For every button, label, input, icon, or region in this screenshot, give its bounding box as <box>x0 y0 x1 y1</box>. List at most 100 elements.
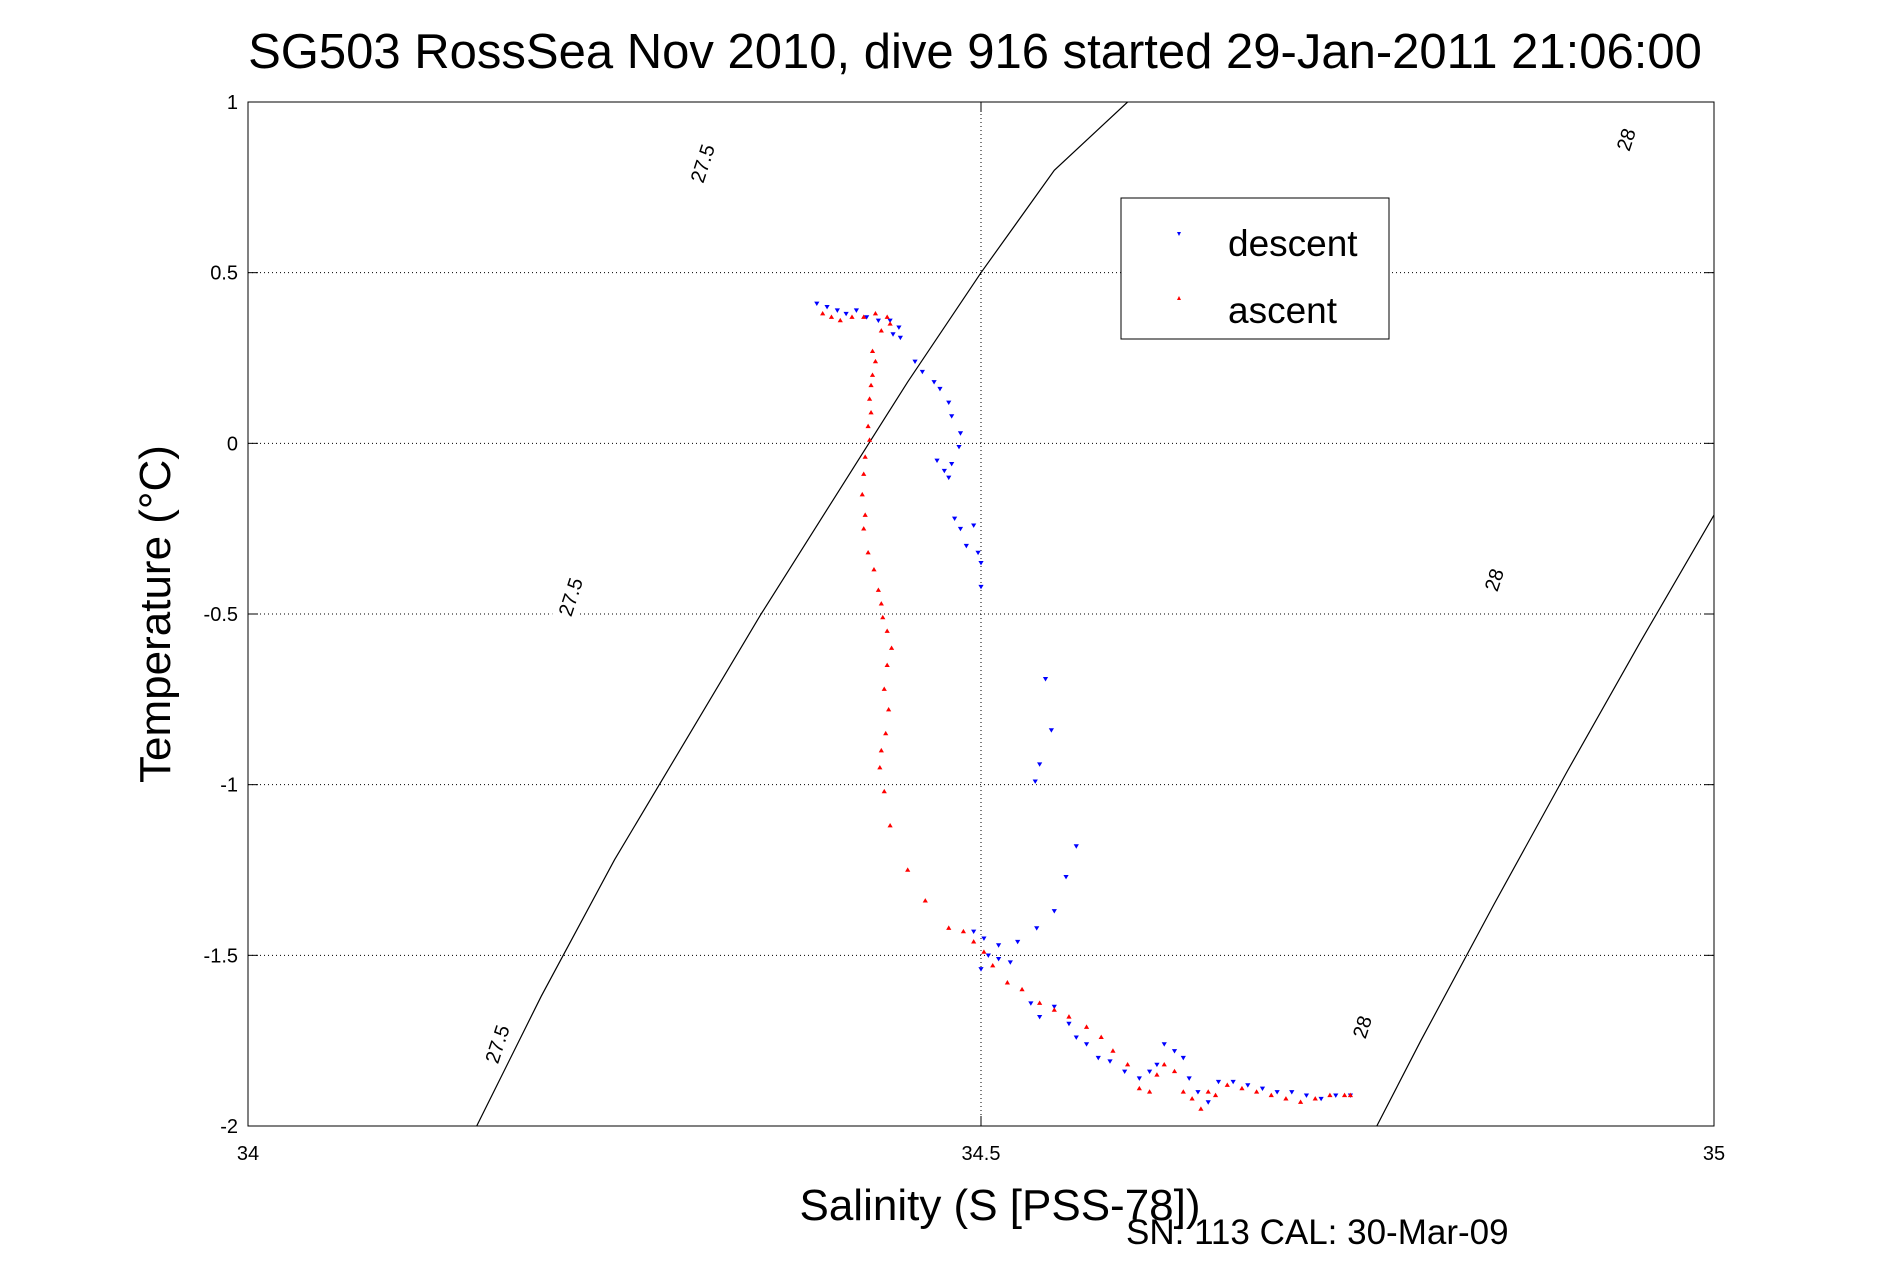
descent-point <box>981 936 987 941</box>
descent-point <box>1136 1076 1142 1081</box>
density-contour-28 <box>1376 513 1714 1126</box>
ascent-point <box>1254 1089 1260 1094</box>
ascent-point <box>1341 1092 1348 1098</box>
descent-point <box>941 468 947 474</box>
ascent-point <box>861 526 867 531</box>
ascent-point <box>862 454 868 459</box>
ascent-point <box>861 314 867 319</box>
ascent-point <box>1098 1034 1104 1040</box>
ascent-point <box>1189 1096 1195 1101</box>
ascent-point <box>828 314 835 319</box>
contour-label-background <box>1607 113 1645 167</box>
contour-label-background <box>1343 1000 1381 1054</box>
ascent-point <box>1146 1089 1153 1094</box>
descent-point <box>975 550 981 556</box>
ascent-point <box>981 949 987 954</box>
ascent-point <box>871 567 877 572</box>
ascent-point <box>1019 986 1025 992</box>
y-tick-label: -0.5 <box>204 604 238 626</box>
data-points <box>814 301 1354 1111</box>
descent-point <box>1028 1001 1034 1006</box>
ascent-point <box>922 898 928 903</box>
descent-point <box>1186 1076 1192 1081</box>
ascent-point <box>883 730 889 736</box>
descent-point <box>956 444 962 450</box>
descent-point <box>1048 728 1054 733</box>
x-tick-label: 35 <box>1703 1143 1725 1165</box>
descent-point <box>978 584 984 590</box>
descent-point <box>853 308 859 313</box>
density-contours <box>476 102 1714 1126</box>
ascent-point <box>1180 1089 1186 1094</box>
ascent-point <box>849 314 855 319</box>
descent-point <box>1146 1069 1153 1074</box>
ascent-point <box>946 925 952 930</box>
descent-point <box>843 311 849 317</box>
ascent-point <box>869 372 876 377</box>
descent-point <box>978 561 984 566</box>
ascent-point <box>1198 1106 1204 1111</box>
descent-point <box>890 332 896 337</box>
ascent-point <box>1125 1061 1131 1067</box>
descent-point <box>875 318 881 324</box>
ascent-point <box>878 601 884 606</box>
contour-label-background <box>551 570 590 624</box>
ascent-point <box>868 410 874 415</box>
y-tick-label: -1 <box>220 775 238 797</box>
legend-ascent-label: ascent <box>1228 290 1338 331</box>
x-tick-label: 34 <box>237 1143 259 1165</box>
ascent-point <box>1051 1007 1057 1012</box>
legend: descent ascent <box>1120 197 1390 340</box>
descent-point <box>834 308 840 313</box>
descent-point <box>985 953 991 958</box>
ascent-point <box>1037 1000 1043 1005</box>
descent-point <box>1095 1055 1101 1061</box>
descent-point <box>1245 1083 1251 1088</box>
descent-point <box>1073 1035 1079 1040</box>
ascent-point <box>878 747 884 753</box>
descent-point <box>912 359 918 365</box>
descent-point <box>897 335 903 341</box>
descent-point <box>919 369 925 375</box>
descent-point <box>1063 875 1069 880</box>
descent-point <box>1122 1069 1128 1074</box>
descent-point <box>934 458 940 463</box>
descent-point <box>1230 1079 1236 1085</box>
descent-point <box>1180 1055 1186 1061</box>
descent-point <box>971 523 977 528</box>
y-tick-label: 0 <box>227 433 238 455</box>
legend-ascent-marker <box>1177 296 1181 300</box>
descent-point <box>1333 1093 1339 1098</box>
ascent-point <box>990 962 996 968</box>
ascent-point <box>865 549 871 555</box>
chart-title: SG503 RossSea Nov 2010, dive 916 started… <box>248 25 1702 79</box>
descent-point <box>1107 1059 1113 1064</box>
axis-ticks: 34 34.5 35 1 0.5 0 -0.5 -1 -1.5 -2 <box>204 92 1726 1165</box>
ascent-point <box>881 788 887 794</box>
ascent-point <box>1066 1014 1072 1019</box>
descent-point <box>949 414 955 419</box>
descent-point <box>957 526 964 532</box>
ascent-point <box>1347 1092 1354 1098</box>
descent-point <box>1007 960 1013 965</box>
y-axis-label: Temperature (°C) <box>131 445 180 783</box>
descent-point <box>971 929 977 935</box>
ascent-point <box>866 396 873 401</box>
ascent-point <box>1154 1072 1160 1077</box>
descent-point <box>1303 1093 1310 1098</box>
descent-point <box>1073 844 1079 849</box>
grid-lines <box>247 101 1715 1127</box>
descent-point <box>957 431 964 436</box>
contour-label: 27.5 <box>555 575 588 619</box>
descent-point <box>995 956 1002 962</box>
ascent-point <box>1268 1092 1274 1098</box>
ascent-point <box>1205 1089 1211 1094</box>
ascent-point <box>1297 1099 1304 1104</box>
x-tick-label: 34.5 <box>962 1143 1001 1165</box>
descent-point <box>946 475 952 481</box>
ascent-point <box>886 706 892 712</box>
descent-point <box>963 543 969 549</box>
ascent-point <box>869 348 876 353</box>
ascent-point <box>1239 1085 1245 1091</box>
